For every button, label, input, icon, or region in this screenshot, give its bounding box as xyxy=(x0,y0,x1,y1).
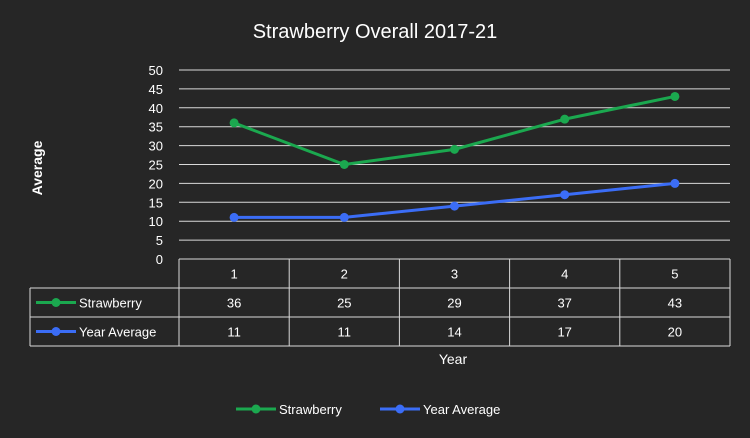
table-cell-value: 20 xyxy=(668,325,682,340)
y-tick-labels: 0 5 10 15 20 25 30 35 40 45 50 xyxy=(149,63,163,267)
table-cell-value: 37 xyxy=(557,296,571,311)
y-tick-label: 5 xyxy=(156,233,163,248)
data-point xyxy=(229,212,239,222)
chart-title: Strawberry Overall 2017-21 xyxy=(253,21,498,43)
x-tick-label: 4 xyxy=(561,267,568,282)
table-series-name: Year Average xyxy=(79,325,156,340)
data-point xyxy=(450,144,459,154)
x-tick-label: 5 xyxy=(671,267,678,282)
data-point xyxy=(560,190,570,200)
x-axis-title: Year xyxy=(439,351,468,367)
data-point xyxy=(450,201,459,211)
y-tick-label: 35 xyxy=(149,120,163,135)
table-cell-value: 29 xyxy=(447,296,461,311)
y-tick-label: 10 xyxy=(149,214,163,229)
table-cell-value: 43 xyxy=(668,296,682,311)
y-tick-label: 0 xyxy=(156,252,163,267)
y-tick-label: 40 xyxy=(149,101,163,116)
legend-key-marker xyxy=(395,404,405,414)
table-legend-key-marker xyxy=(51,327,61,336)
legend: Strawberry Year Average xyxy=(236,402,500,417)
table-cell-value: 11 xyxy=(338,325,352,340)
table-cell-value: 36 xyxy=(227,296,241,311)
data-table: 1 2 3 4 5 Strawberry 36 25 29 37 43 Year Average 11 1… xyxy=(29,258,731,347)
data-point xyxy=(339,160,349,169)
series-lines xyxy=(229,91,680,222)
table-cell-value: 14 xyxy=(447,325,461,340)
y-tick-label: 45 xyxy=(149,82,163,97)
y-tick-label: 15 xyxy=(149,195,163,210)
legend-label: Strawberry xyxy=(279,402,342,417)
table-series-name: Strawberry xyxy=(79,296,142,311)
data-point xyxy=(229,118,239,128)
y-tick-label: 20 xyxy=(149,176,163,191)
data-point xyxy=(670,178,680,188)
data-point xyxy=(560,114,570,124)
x-tick-label: 1 xyxy=(230,267,237,282)
x-tick-label: 2 xyxy=(341,267,348,282)
table-cell-value: 25 xyxy=(337,296,351,311)
legend-label: Year Average xyxy=(423,402,500,417)
table-cell-value: 17 xyxy=(557,325,571,340)
gridlines xyxy=(179,69,730,241)
table-legend-key-marker xyxy=(51,298,61,307)
x-tick-label: 3 xyxy=(451,267,458,282)
table-cell-value: 11 xyxy=(227,325,241,340)
legend-key-marker xyxy=(251,404,261,414)
y-tick-label: 25 xyxy=(149,158,163,173)
series-line xyxy=(234,181,676,219)
data-point xyxy=(670,91,680,101)
series-line xyxy=(233,94,676,166)
y-tick-label: 50 xyxy=(149,63,163,78)
y-axis-title: Average xyxy=(29,140,45,195)
y-tick-label: 30 xyxy=(149,139,163,154)
data-point xyxy=(339,212,349,222)
